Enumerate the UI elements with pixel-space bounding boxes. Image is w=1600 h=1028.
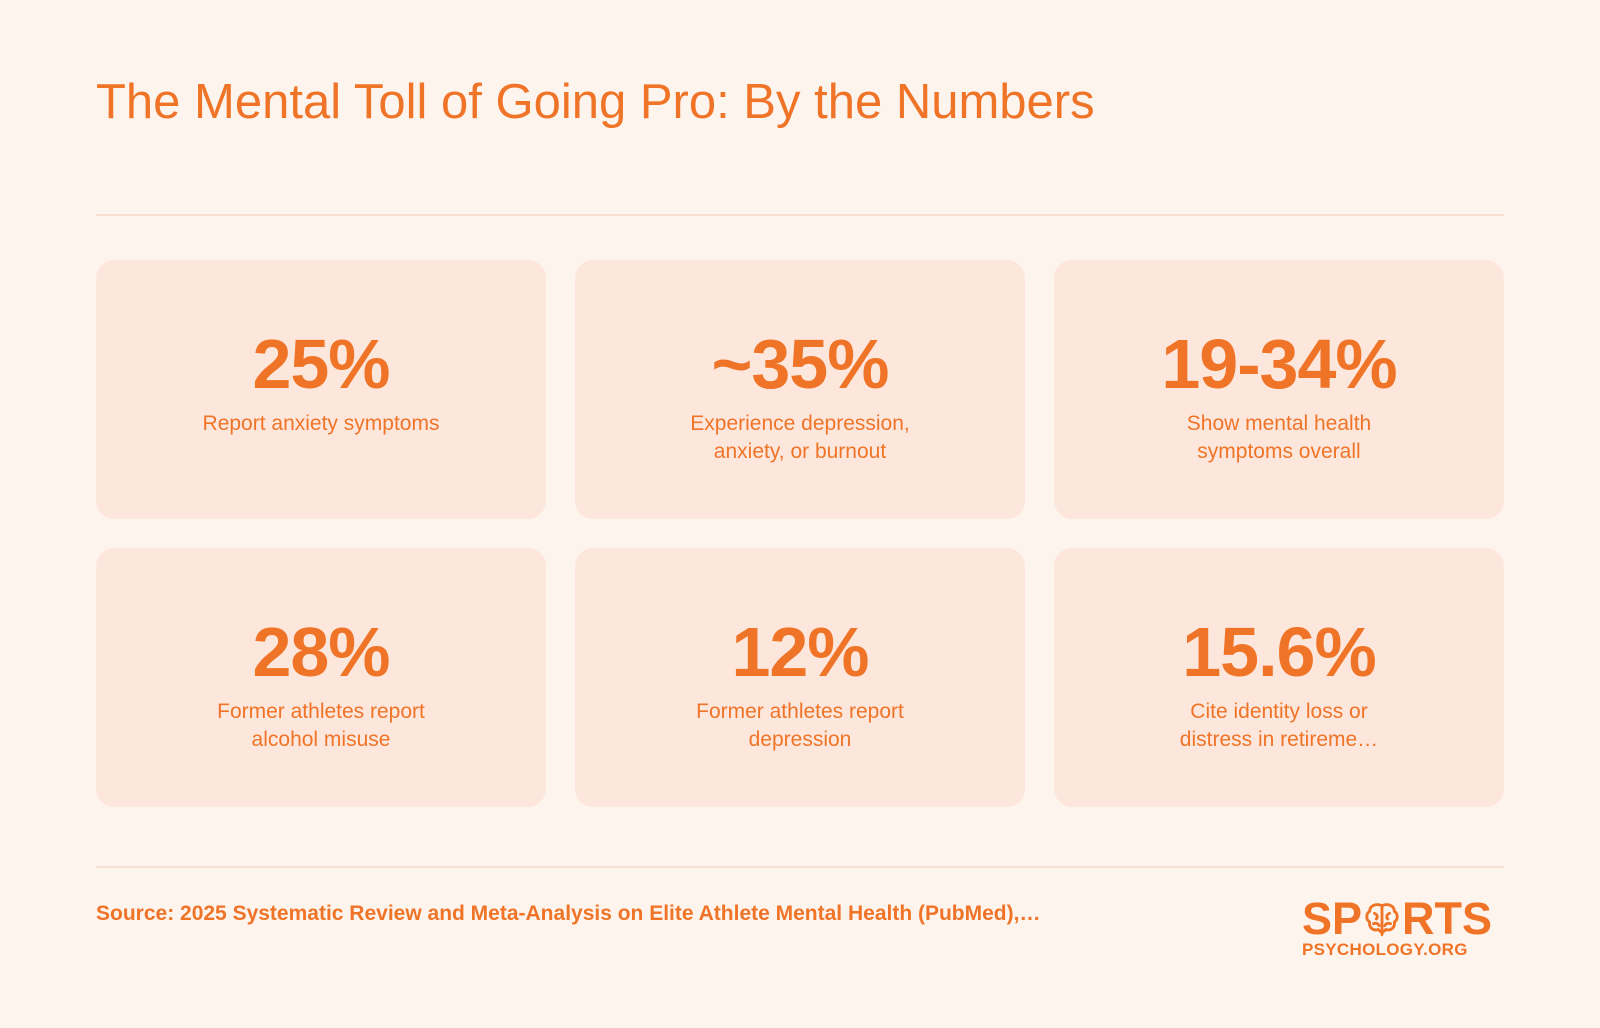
page-title: The Mental Toll of Going Pro: By the Num…	[96, 75, 1095, 129]
stat-value: ~35%	[711, 325, 890, 403]
stat-label: Former athletes report depression	[696, 700, 904, 751]
stat-label: Former athletes report alcohol misuse	[217, 700, 425, 751]
stat-label: Report anxiety symptoms	[202, 412, 440, 435]
logo-text-right: RTS	[1402, 893, 1493, 944]
stat-label: Cite identity loss or distress in retire…	[1179, 700, 1379, 751]
stat-label: Show mental health symptoms overall	[1186, 412, 1372, 463]
stat-card: ~35% Experience depression, anxiety, or …	[575, 260, 1025, 519]
stat-value: 15.6%	[1182, 613, 1376, 691]
stat-label: Experience depression, anxiety, or burno…	[690, 412, 910, 463]
bottom-divider	[96, 866, 1504, 868]
logo-wordmark: SP RTS	[1302, 893, 1498, 944]
top-divider	[96, 214, 1504, 216]
stat-card: 19-34% Show mental health symptoms overa…	[1054, 260, 1504, 519]
stat-value: 28%	[252, 613, 390, 691]
stat-card: 25% Report anxiety symptoms	[96, 260, 546, 519]
stats-grid: 25% Report anxiety symptoms ~35% Experie…	[96, 260, 1504, 807]
brain-icon	[1365, 903, 1399, 937]
stat-value: 25%	[252, 325, 390, 403]
stat-value: 12%	[731, 613, 869, 691]
stat-card: 15.6% Cite identity loss or distress in …	[1054, 548, 1504, 807]
logo-subtext: PSYCHOLOGY.ORG	[1302, 940, 1468, 959]
sports-psychology-logo[interactable]: SP RTS PSYCHOLOGY.ORG	[1302, 893, 1498, 959]
stat-card: 28% Former athletes report alcohol misus…	[96, 548, 546, 807]
logo-text-left: SP	[1302, 893, 1363, 944]
stat-value: 19-34%	[1161, 325, 1397, 403]
source-citation: Source: 2025 Systematic Review and Meta-…	[96, 902, 1041, 925]
stat-card: 12% Former athletes report depression	[575, 548, 1025, 807]
